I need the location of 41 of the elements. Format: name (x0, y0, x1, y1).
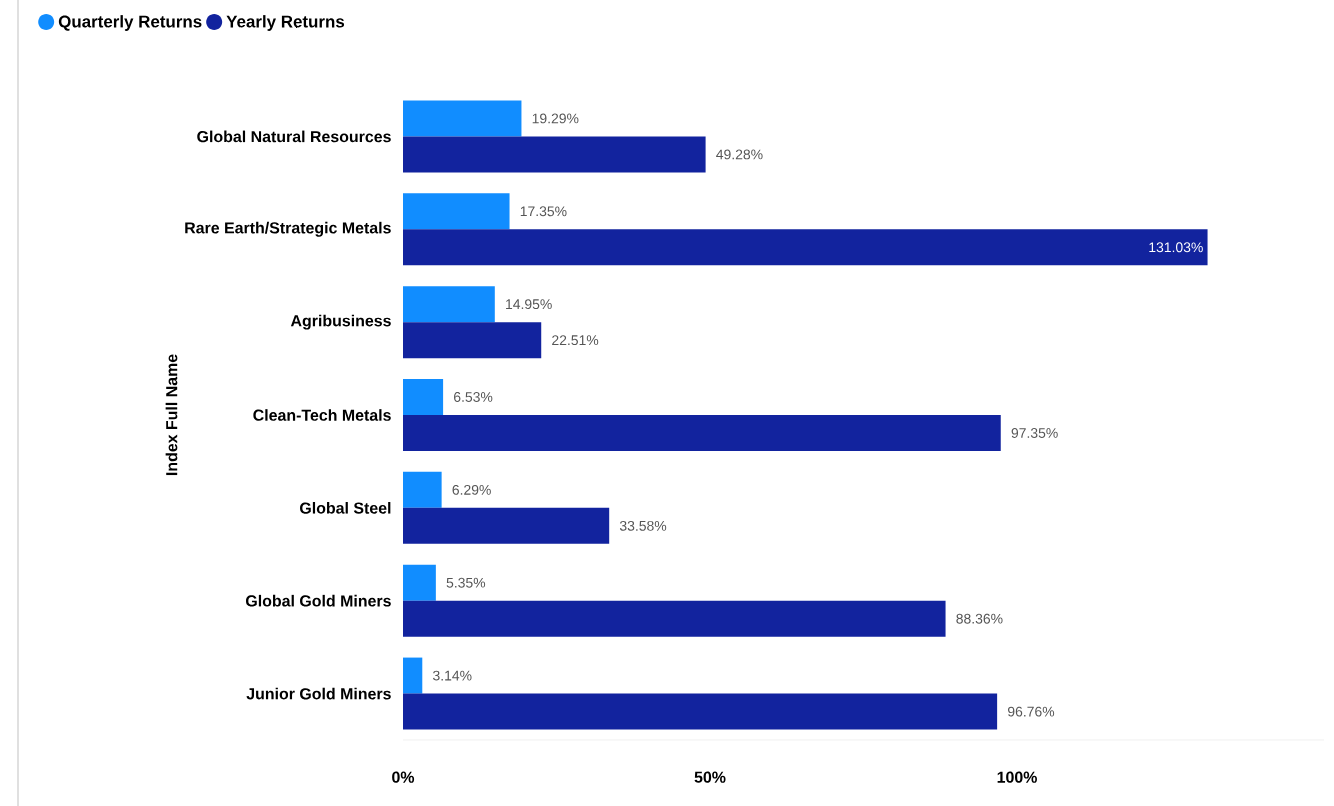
data-label: 131.03% (1149, 242, 1203, 253)
bar (403, 415, 1001, 451)
bar (403, 286, 495, 323)
data-label: 5.35% (446, 577, 486, 588)
y-tick-label: Global Steel (300, 502, 391, 514)
data-label: 3.14% (433, 670, 472, 681)
bar (403, 564, 436, 601)
data-label: 88.36% (956, 613, 1003, 624)
data-label: 14.95% (506, 299, 552, 310)
bar (403, 657, 423, 694)
bar (403, 600, 946, 637)
y-tick-label: Junior Gold Miners (246, 687, 391, 700)
data-label: 22.51% (552, 335, 599, 346)
bar (403, 379, 444, 415)
bar (403, 471, 442, 508)
bar (403, 507, 610, 544)
y-tick-label: Global Gold Miners (246, 594, 391, 607)
x-tick-label: 50% (694, 771, 726, 783)
y-tick-label: Clean-Tech Metals (253, 409, 391, 421)
bar (403, 229, 1208, 266)
bar (403, 693, 998, 730)
x-tick-label: 100% (997, 771, 1037, 783)
legend-label: Quarterly Returns (58, 15, 202, 31)
data-label: 6.53% (454, 392, 493, 402)
bar (403, 100, 522, 137)
data-label: 33.58% (619, 520, 667, 531)
y-tick-label: Agribusiness (290, 314, 391, 330)
bar (403, 193, 510, 230)
data-label: 49.28% (716, 149, 763, 160)
bar (403, 136, 706, 173)
data-label: 6.29% (452, 484, 491, 495)
x-tick-label: 0% (392, 771, 415, 783)
y-tick-label: Rare Earth/Strategic Metals (185, 221, 391, 237)
data-label: 19.29% (532, 113, 579, 124)
y-axis-title: Index Full Name (165, 354, 178, 476)
data-label: 17.35% (520, 206, 567, 217)
data-label: 97.35% (1011, 428, 1058, 438)
y-tick-label: Global Natural Resources (197, 130, 391, 143)
bar (403, 322, 542, 359)
data-label: 96.76% (1007, 706, 1055, 717)
legend-label: Yearly Returns (226, 15, 345, 31)
